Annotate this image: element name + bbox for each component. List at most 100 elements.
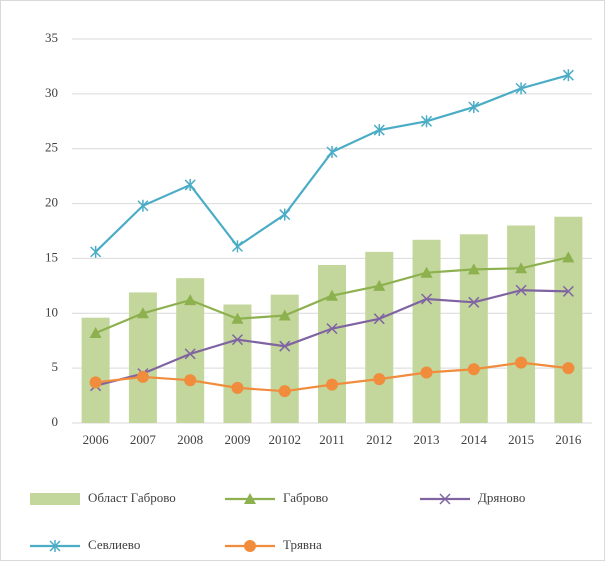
marker-part — [373, 373, 386, 386]
marker — [421, 293, 433, 305]
marker — [439, 493, 451, 505]
marker — [420, 266, 433, 278]
marker — [279, 340, 291, 352]
marker — [231, 240, 243, 253]
marker-part — [326, 378, 338, 391]
x-tick-label: 2006 — [83, 432, 110, 447]
y-tick-label: 15 — [45, 249, 58, 264]
marker — [89, 327, 102, 339]
marker-part — [278, 309, 291, 321]
marker-part — [373, 279, 386, 291]
marker — [184, 178, 196, 191]
marker-part — [244, 493, 256, 504]
marker — [562, 251, 575, 263]
marker — [49, 540, 61, 552]
marker-part — [136, 370, 149, 383]
marker-part — [326, 323, 338, 335]
marker-part — [231, 334, 243, 346]
legend-label: Дряново — [478, 490, 525, 505]
marker — [326, 378, 338, 391]
marker — [373, 124, 385, 137]
marker-part — [89, 327, 102, 339]
y-tick-label: 5 — [52, 359, 59, 374]
marker — [515, 262, 528, 274]
marker — [278, 385, 291, 398]
marker-part — [373, 313, 385, 325]
legend-swatch — [30, 493, 80, 505]
y-tick-label: 10 — [45, 304, 58, 319]
marker — [420, 366, 433, 379]
marker-part — [562, 285, 574, 297]
marker — [562, 285, 574, 297]
marker — [184, 294, 197, 306]
marker-part — [278, 385, 291, 398]
marker — [467, 363, 480, 376]
marker — [244, 540, 256, 552]
y-tick-label: 35 — [45, 30, 58, 45]
marker-part — [326, 289, 338, 301]
marker — [373, 373, 386, 386]
marker — [90, 245, 102, 258]
marker — [515, 356, 528, 369]
marker — [562, 362, 575, 375]
marker — [137, 199, 149, 212]
bar — [507, 225, 536, 423]
marker-part — [515, 356, 528, 369]
marker-part — [515, 262, 528, 274]
y-tick-label: 25 — [45, 140, 58, 155]
marker-part — [231, 381, 244, 394]
marker — [562, 69, 574, 82]
marker — [231, 312, 244, 324]
marker — [89, 376, 102, 389]
x-tick-label: 2012 — [366, 432, 392, 447]
marker — [136, 370, 149, 383]
x-tick-label: 2014 — [461, 432, 488, 447]
marker-part — [184, 294, 197, 306]
x-tick-label: 20102 — [268, 432, 301, 447]
bar — [318, 265, 346, 423]
legend-label: Габрово — [283, 490, 328, 505]
y-tick-label: 30 — [45, 85, 58, 100]
marker — [136, 307, 149, 319]
x-tick-label: 2013 — [414, 432, 440, 447]
marker — [184, 348, 196, 360]
bar — [554, 216, 583, 423]
marker-part — [562, 251, 575, 263]
marker — [515, 284, 527, 296]
x-tick-label: 2016 — [555, 432, 582, 447]
marker — [278, 309, 291, 321]
marker — [326, 289, 338, 301]
marker — [326, 323, 338, 335]
marker — [279, 208, 291, 221]
marker-part — [562, 362, 575, 375]
marker-part — [89, 376, 102, 389]
legend-label: Трявна — [283, 537, 322, 552]
marker-part — [184, 374, 197, 387]
marker-part — [515, 284, 527, 296]
marker-part — [279, 340, 291, 352]
marker — [468, 101, 480, 114]
legend-label: Област Габрово — [88, 490, 176, 505]
marker-part — [467, 263, 480, 275]
marker-part — [244, 540, 256, 552]
x-tick-label: 2009 — [224, 432, 250, 447]
marker-part — [421, 293, 433, 305]
x-tick-label: 2007 — [130, 432, 157, 447]
marker — [515, 82, 527, 95]
marker — [468, 296, 480, 308]
x-tick-label: 2015 — [508, 432, 534, 447]
marker — [326, 146, 338, 159]
marker-part — [136, 307, 149, 319]
marker — [244, 493, 256, 504]
bar — [223, 304, 252, 423]
marker — [231, 381, 244, 394]
marker-part — [420, 266, 433, 278]
marker — [373, 313, 385, 325]
y-tick-label: 0 — [52, 414, 59, 429]
marker-part — [184, 348, 196, 360]
marker-part — [467, 363, 480, 376]
marker-part — [420, 366, 433, 379]
marker-part — [468, 296, 480, 308]
marker — [467, 263, 480, 275]
